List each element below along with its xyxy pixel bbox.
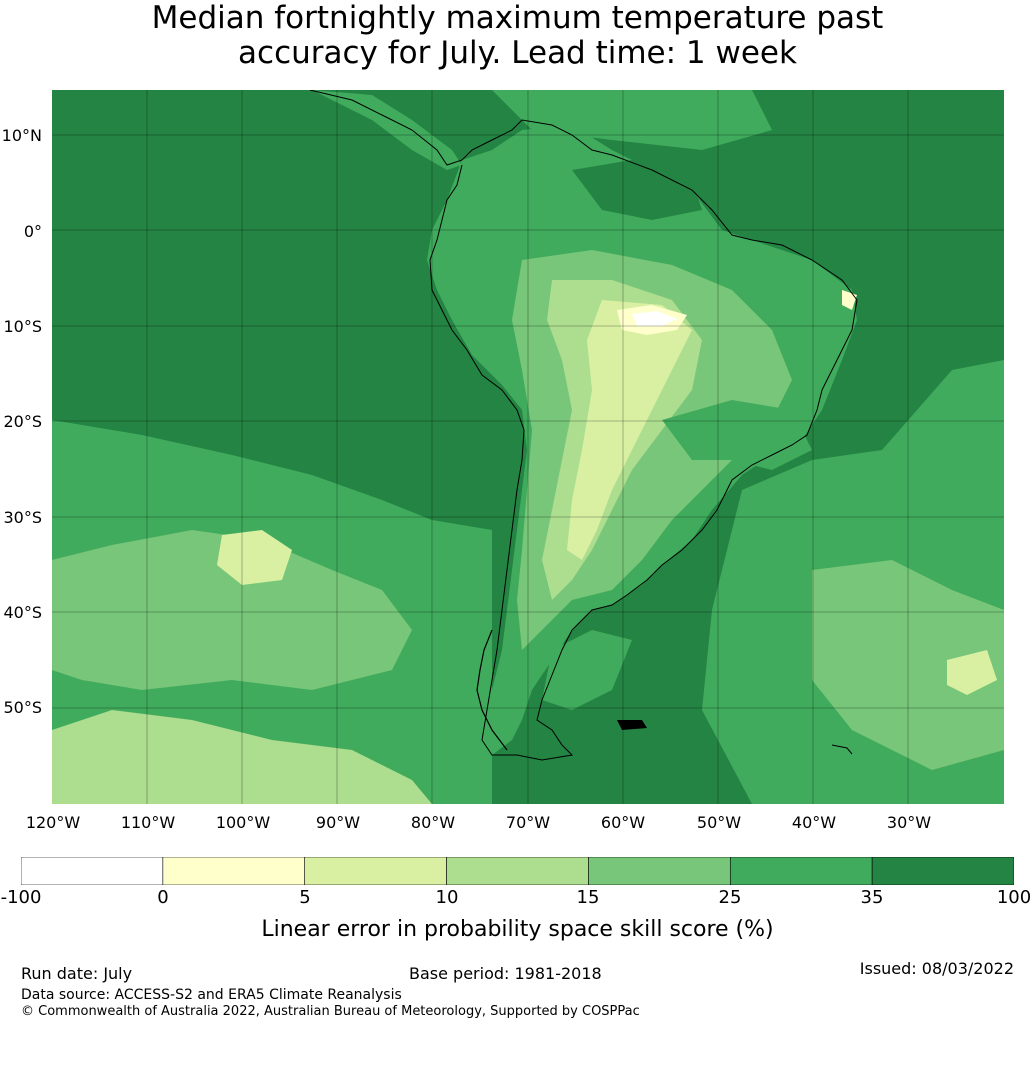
lon-label-90w: 90°W	[315, 813, 361, 832]
central-america-land	[312, 90, 462, 170]
map-title-line1: Median fortnightly maximum temperature p…	[151, 0, 884, 36]
base-period: Base period: 1981-2018	[409, 964, 602, 983]
colorbar-tick-minus100: -100	[0, 887, 42, 908]
coastline	[309, 90, 858, 761]
lat-label-30s: 30°S	[3, 508, 42, 527]
amazon-north-dark-patch	[572, 160, 702, 220]
data-source: Data source: ACCESS-S2 and ERA5 Climate …	[21, 987, 402, 1003]
southern-brazil-dark-patch	[662, 400, 812, 470]
south-pacific-yellow-spot	[217, 530, 292, 585]
colorbar-tick-35: 35	[860, 887, 884, 908]
lon-label-110w: 110°W	[120, 813, 176, 832]
run-date: Run date: July	[21, 964, 133, 983]
lat-label-10s: 10°S	[3, 317, 42, 336]
south-pacific-lightest-patch	[52, 710, 432, 804]
map-title-line2: accuracy for July. Lead time: 1 week	[238, 35, 797, 71]
colorbar-bin-5-10	[304, 857, 447, 885]
lon-label-70w: 70°W	[505, 813, 551, 832]
colorbar-label: Linear error in probability space skill …	[261, 917, 774, 942]
colorbar-tick-0: 0	[157, 887, 169, 908]
colorbar-tick-10: 10	[435, 887, 459, 908]
chile-fjords	[476, 629, 508, 751]
atlantic-yellow-spot	[947, 650, 997, 695]
patagonia-dark-patch	[542, 630, 632, 710]
lat-label-50s: 50°S	[3, 698, 42, 717]
lat-label-0: 0°	[23, 222, 42, 241]
skill-score-map	[52, 90, 1004, 804]
south-georgia-island	[831, 744, 853, 755]
colorbar-tick-25: 25	[718, 887, 742, 908]
colorbar-bin-25-35	[729, 857, 873, 885]
colorbar-bin-10-15	[446, 857, 589, 885]
lat-label-20s: 20°S	[3, 412, 42, 431]
lon-label-60w: 60°W	[600, 813, 646, 832]
issued-date: Issued: 08/03/2022	[859, 959, 1014, 978]
interior-yellow-region	[567, 300, 692, 560]
south-pacific-light-patch	[52, 530, 412, 690]
lon-label-80w: 80°W	[410, 813, 456, 832]
lon-label-100w: 100°W	[215, 813, 271, 832]
colorbar-bin-35-100	[871, 857, 1014, 885]
colorbar-bin-0-5	[162, 857, 306, 885]
lon-label-40w: 40°W	[791, 813, 837, 832]
colorbar-bin-minus100-0	[21, 857, 164, 885]
falkland-islands	[617, 720, 647, 730]
colorbar-tick-100: 100	[996, 887, 1032, 908]
amazon-hotspot-core	[632, 311, 677, 326]
lat-label-40s: 40°S	[3, 603, 42, 622]
lat-label-10n: 10°N	[1, 126, 42, 145]
colorbar-tick-15: 15	[576, 887, 600, 908]
lon-label-30w: 30°W	[886, 813, 932, 832]
atlantic-light-patch	[812, 560, 1004, 770]
colorbar	[21, 857, 1014, 885]
caribbean-skill-region	[492, 90, 772, 150]
copyright-notice: © Commonwealth of Australia 2022, Austra…	[21, 1004, 640, 1019]
colorbar-tick-5: 5	[299, 887, 311, 908]
gridlines	[52, 90, 1004, 804]
colorbar-bin-15-25	[588, 857, 731, 885]
lon-label-120w: 120°W	[25, 813, 81, 832]
lon-label-50w: 50°W	[696, 813, 742, 832]
